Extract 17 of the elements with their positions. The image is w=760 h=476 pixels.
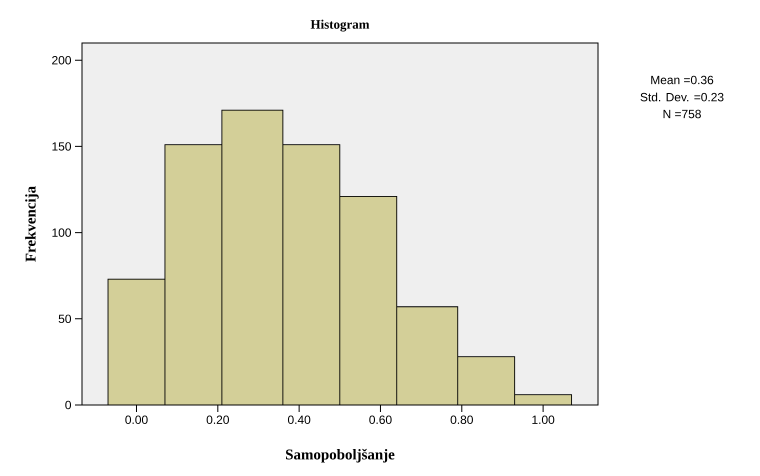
- x-tick-label: 1.00: [532, 416, 554, 424]
- x-axis-title: Samopoboljšanje: [286, 448, 394, 463]
- text: Mean =0.36: [651, 76, 714, 84]
- x-tick-label: 0.40: [288, 416, 310, 424]
- y-axis-title: Frekvencija: [25, 186, 39, 262]
- text: N =758: [664, 110, 701, 118]
- text: Std. Dev. =0.23: [640, 92, 724, 102]
- x-tick-label: 0.80: [450, 416, 473, 424]
- x-tick-label: 0.60: [369, 416, 392, 424]
- y-tick-label: 0: [65, 400, 72, 410]
- y-tick-label: 150: [52, 142, 72, 151]
- x-tick-label: 0.00: [125, 416, 148, 424]
- y-tick-label: 100: [52, 228, 72, 237]
- y-tick-label: 200: [52, 56, 72, 64]
- y-tick-label: 50: [58, 314, 72, 324]
- chart-title: Histogram: [310, 20, 370, 32]
- x-tick-label: 0.20: [206, 416, 229, 424]
